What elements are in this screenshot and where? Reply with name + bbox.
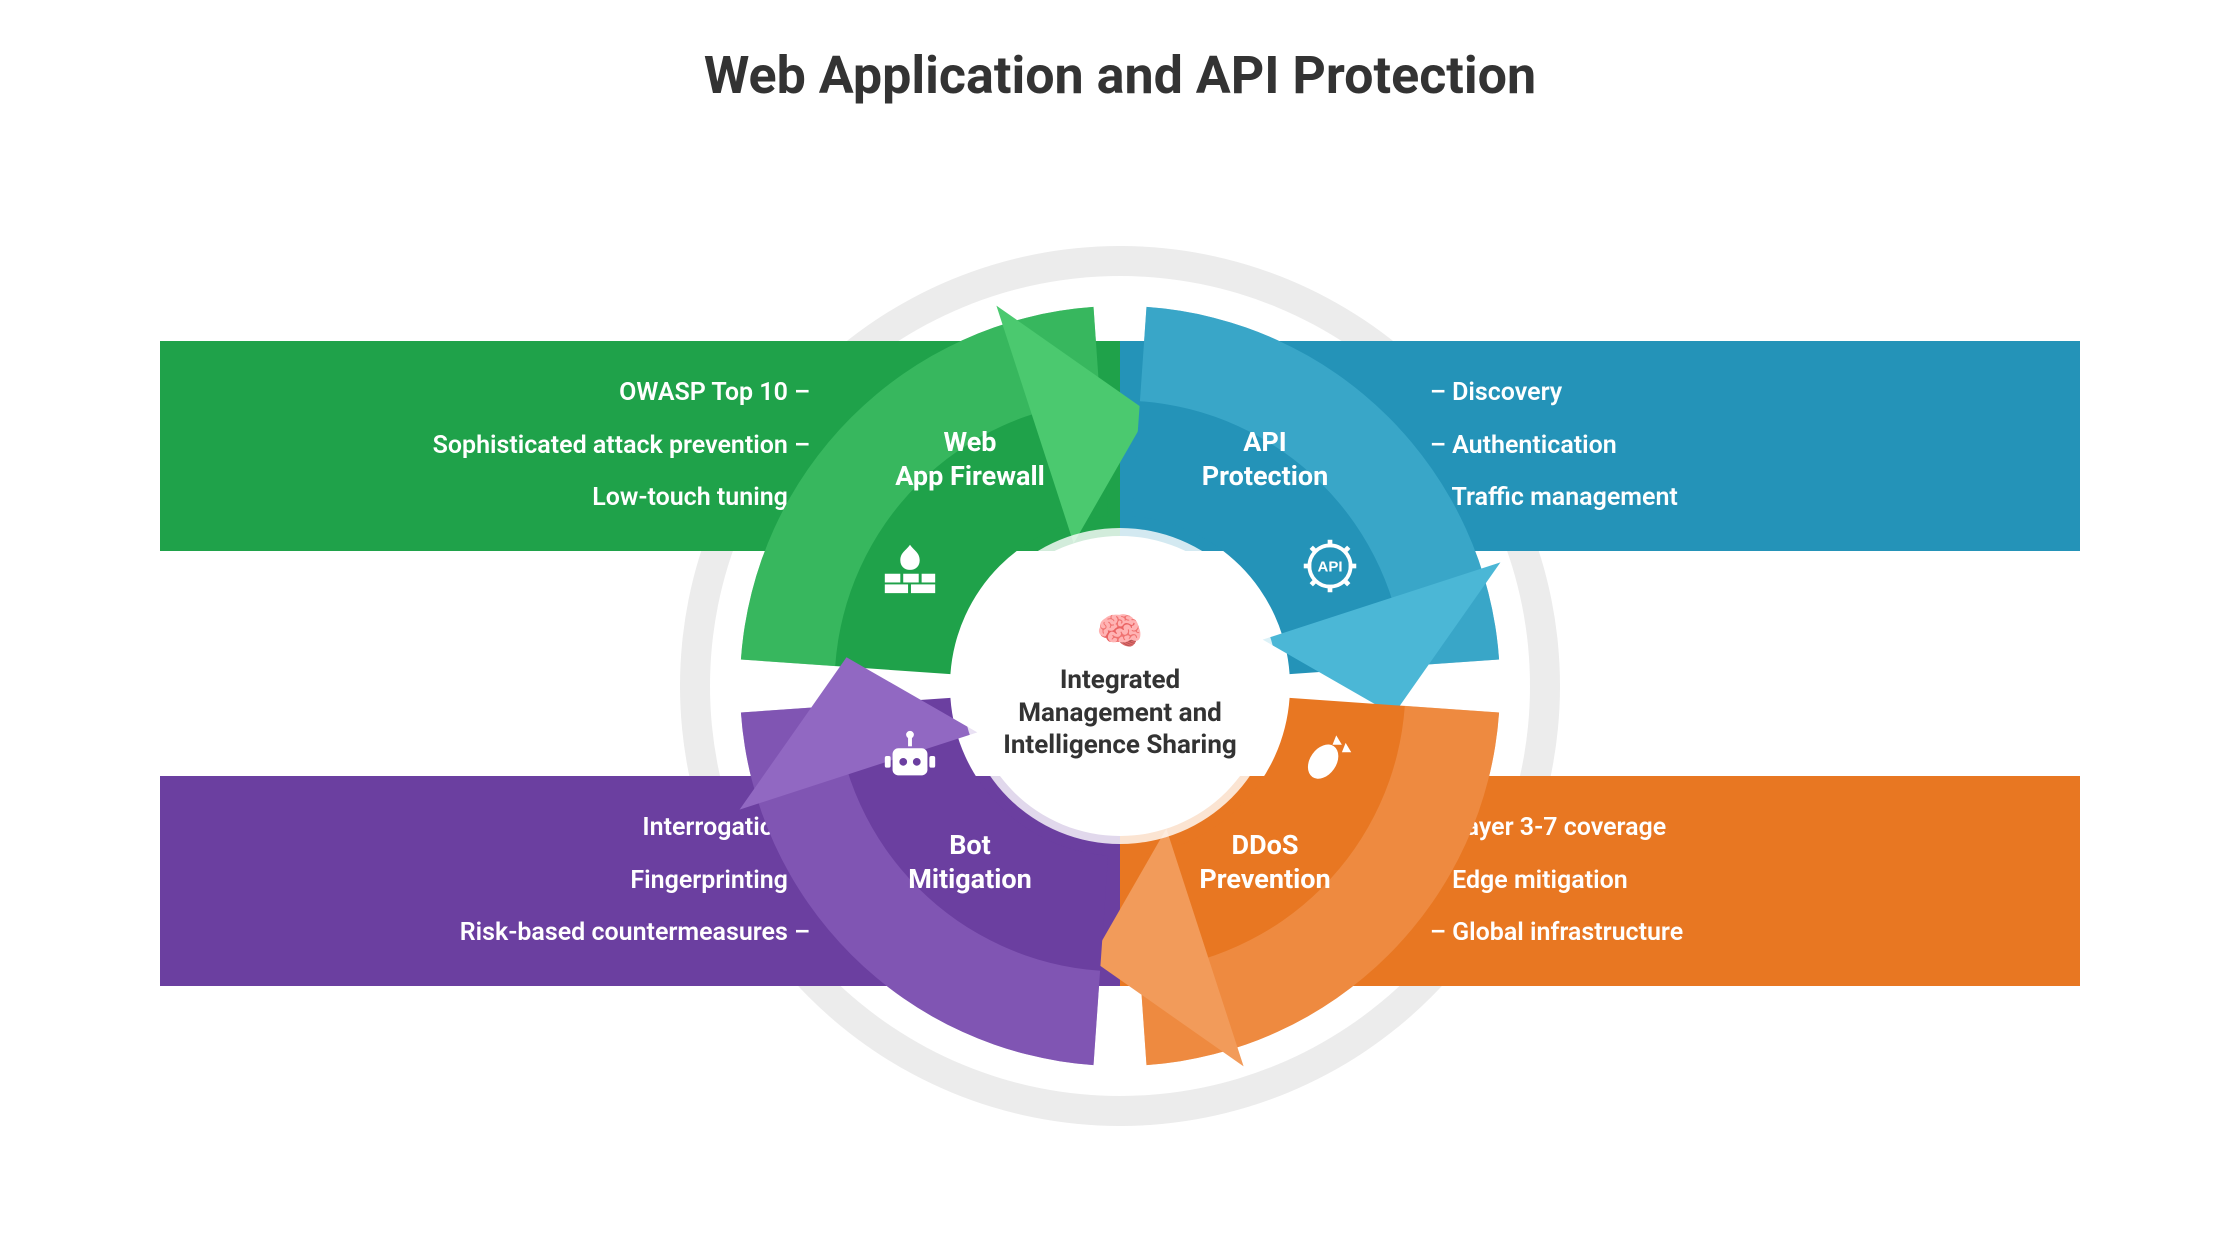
missile-icon bbox=[1290, 721, 1360, 791]
waap-diagram: OWASP Top 10 – Sophisticated attack prev… bbox=[0, 136, 2240, 1236]
center-text: Integrated Management and Intelligence S… bbox=[970, 664, 1270, 762]
label-bot-mitigation: BotMitigation bbox=[870, 829, 1070, 897]
brain-icon: 🧠 bbox=[1096, 610, 1143, 654]
robot-icon bbox=[875, 721, 945, 791]
label-ddos-prevention: DDoSPrevention bbox=[1165, 829, 1365, 897]
page-title: Web Application and API Protection bbox=[0, 0, 2240, 106]
firewall-icon bbox=[875, 531, 945, 601]
api-gear-icon: API bbox=[1295, 531, 1365, 601]
label-api-protection: APIProtection bbox=[1165, 426, 1365, 494]
center-hub: 🧠 Integrated Management and Intelligence… bbox=[970, 536, 1270, 836]
svg-text:API: API bbox=[1317, 559, 1342, 576]
label-web-app-firewall: WebApp Firewall bbox=[870, 426, 1070, 494]
